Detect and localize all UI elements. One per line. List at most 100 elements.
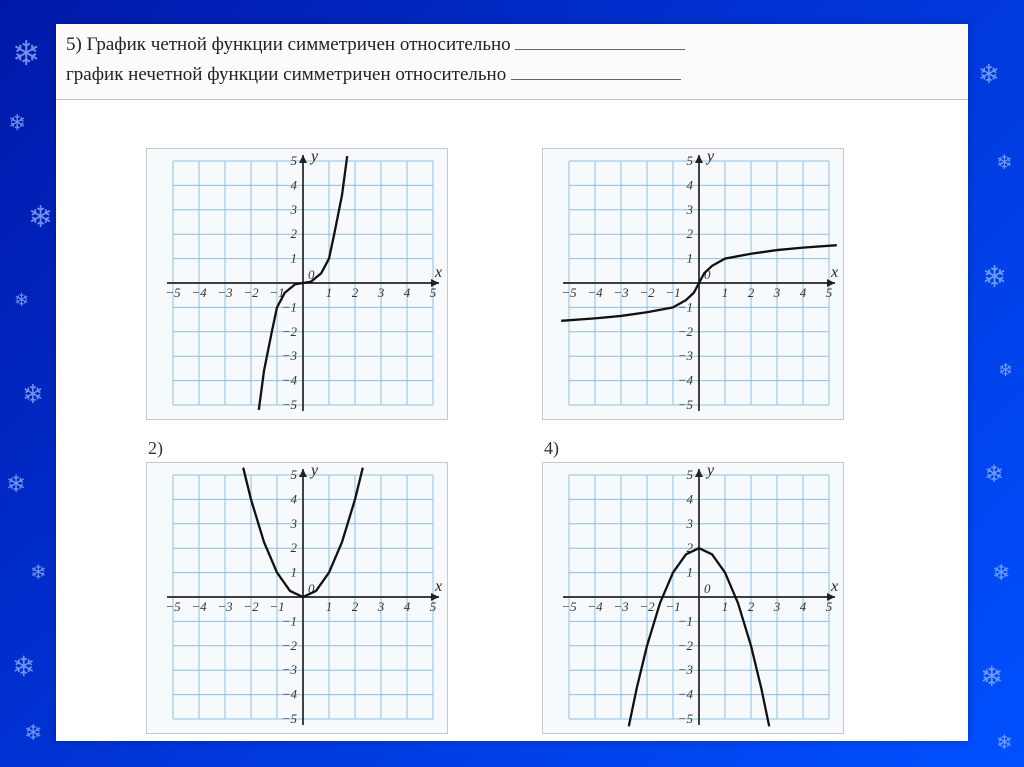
svg-text:y: y: [705, 149, 715, 165]
snowflake-icon: ❄: [984, 460, 1004, 489]
svg-text:−5: −5: [282, 397, 298, 412]
chart-label-1: [148, 124, 482, 144]
svg-text:−3: −3: [217, 285, 233, 300]
svg-text:−1: −1: [282, 613, 297, 628]
svg-text:−2: −2: [243, 285, 259, 300]
svg-text:−4: −4: [282, 373, 298, 388]
svg-text:5: 5: [291, 153, 298, 168]
chart-3: xy0−5−4−3−2−112345−5−4−3−2−112345: [542, 148, 844, 420]
svg-text:−3: −3: [613, 599, 629, 614]
svg-text:1: 1: [326, 285, 333, 300]
chart-cell-2: 2) xy0−5−4−3−2−112345−5−4−3−2−112345: [146, 438, 482, 734]
svg-text:1: 1: [687, 565, 694, 580]
svg-text:y: y: [309, 149, 319, 165]
svg-text:2: 2: [352, 285, 359, 300]
svg-text:1: 1: [722, 285, 729, 300]
svg-text:1: 1: [291, 565, 298, 580]
svg-text:−3: −3: [282, 662, 298, 677]
svg-text:5: 5: [291, 467, 298, 482]
svg-text:4: 4: [687, 177, 694, 192]
svg-text:1: 1: [687, 251, 694, 266]
question-text-2: график нечетной функции симметричен отно…: [66, 64, 506, 85]
snowflake-icon: ❄: [28, 200, 53, 235]
svg-text:−2: −2: [639, 285, 655, 300]
svg-text:0: 0: [704, 581, 711, 596]
snowflake-icon: ❄: [998, 360, 1013, 381]
snowflake-icon: ❄: [14, 290, 29, 311]
snowflake-icon: ❄: [982, 260, 1007, 295]
blank-1: [515, 30, 685, 50]
svg-text:−1: −1: [269, 599, 284, 614]
chart-label-4: 4): [544, 438, 878, 458]
svg-text:3: 3: [377, 285, 385, 300]
svg-text:2: 2: [748, 599, 755, 614]
svg-text:y: y: [705, 463, 715, 479]
snowflake-icon: ❄: [992, 560, 1010, 586]
svg-text:5: 5: [687, 467, 694, 482]
svg-text:2: 2: [687, 226, 694, 241]
svg-text:−3: −3: [613, 285, 629, 300]
svg-text:−2: −2: [243, 599, 259, 614]
svg-text:5: 5: [430, 599, 437, 614]
svg-text:5: 5: [826, 599, 833, 614]
svg-text:3: 3: [377, 599, 385, 614]
svg-text:−5: −5: [561, 285, 577, 300]
question-line-1: 5) График четной функции симметричен отн…: [66, 30, 958, 60]
svg-text:−1: −1: [282, 299, 297, 314]
svg-text:−5: −5: [561, 599, 577, 614]
question-text-1: График четной функции симметричен относи…: [87, 34, 511, 55]
svg-text:−4: −4: [678, 687, 694, 702]
snowflake-icon: ❄: [12, 34, 41, 74]
svg-text:2: 2: [291, 540, 298, 555]
svg-text:5: 5: [826, 285, 833, 300]
snowflake-icon: ❄: [30, 560, 47, 585]
snowflake-icon: ❄: [996, 150, 1013, 175]
svg-text:−4: −4: [678, 373, 694, 388]
svg-text:3: 3: [773, 599, 781, 614]
svg-text:−3: −3: [282, 348, 298, 363]
chart-cell-4: 4) xy0−5−4−3−2−112345−5−4−3−2−112345: [542, 438, 878, 734]
svg-text:−1: −1: [665, 285, 680, 300]
svg-text:5: 5: [430, 285, 437, 300]
snowflake-icon: ❄: [8, 110, 26, 136]
svg-text:4: 4: [291, 491, 298, 506]
chart-1: xy0−5−4−3−2−112345−5−4−3−2−112345: [146, 148, 448, 420]
question-line-2: график нечетной функции симметричен отно…: [66, 60, 958, 90]
svg-text:1: 1: [326, 599, 333, 614]
svg-text:−1: −1: [665, 599, 680, 614]
chart-4: xy0−5−4−3−2−112345−5−4−3−2−112345: [542, 462, 844, 734]
svg-text:4: 4: [800, 599, 807, 614]
svg-text:−2: −2: [282, 324, 298, 339]
svg-text:−1: −1: [678, 613, 693, 628]
svg-text:4: 4: [800, 285, 807, 300]
svg-text:4: 4: [404, 599, 411, 614]
chart-label-3: [544, 124, 878, 144]
svg-text:3: 3: [773, 285, 781, 300]
svg-text:2: 2: [748, 285, 755, 300]
svg-text:−3: −3: [678, 348, 694, 363]
svg-text:5: 5: [687, 153, 694, 168]
svg-text:y: y: [309, 463, 319, 479]
svg-text:x: x: [434, 578, 442, 595]
svg-text:−4: −4: [191, 285, 207, 300]
svg-text:−5: −5: [678, 397, 694, 412]
svg-text:−4: −4: [282, 687, 298, 702]
svg-text:x: x: [830, 264, 838, 281]
question-number: 5): [66, 34, 82, 55]
svg-text:3: 3: [290, 202, 298, 217]
snowflake-icon: ❄: [24, 720, 42, 746]
svg-text:2: 2: [291, 226, 298, 241]
svg-text:4: 4: [404, 285, 411, 300]
snowflake-icon: ❄: [996, 730, 1013, 755]
svg-text:1: 1: [291, 251, 298, 266]
content-panel: 5) График четной функции симметричен отн…: [56, 24, 968, 741]
svg-text:1: 1: [722, 599, 729, 614]
chart-label-2: 2): [148, 438, 482, 458]
snowflake-icon: ❄: [22, 380, 44, 410]
charts-grid: xy0−5−4−3−2−112345−5−4−3−2−112345 xy0−5−…: [56, 100, 968, 744]
svg-text:x: x: [434, 264, 442, 281]
svg-text:−5: −5: [678, 711, 694, 726]
svg-text:−2: −2: [678, 324, 694, 339]
svg-text:−4: −4: [191, 599, 207, 614]
snowflake-icon: ❄: [978, 60, 1000, 90]
